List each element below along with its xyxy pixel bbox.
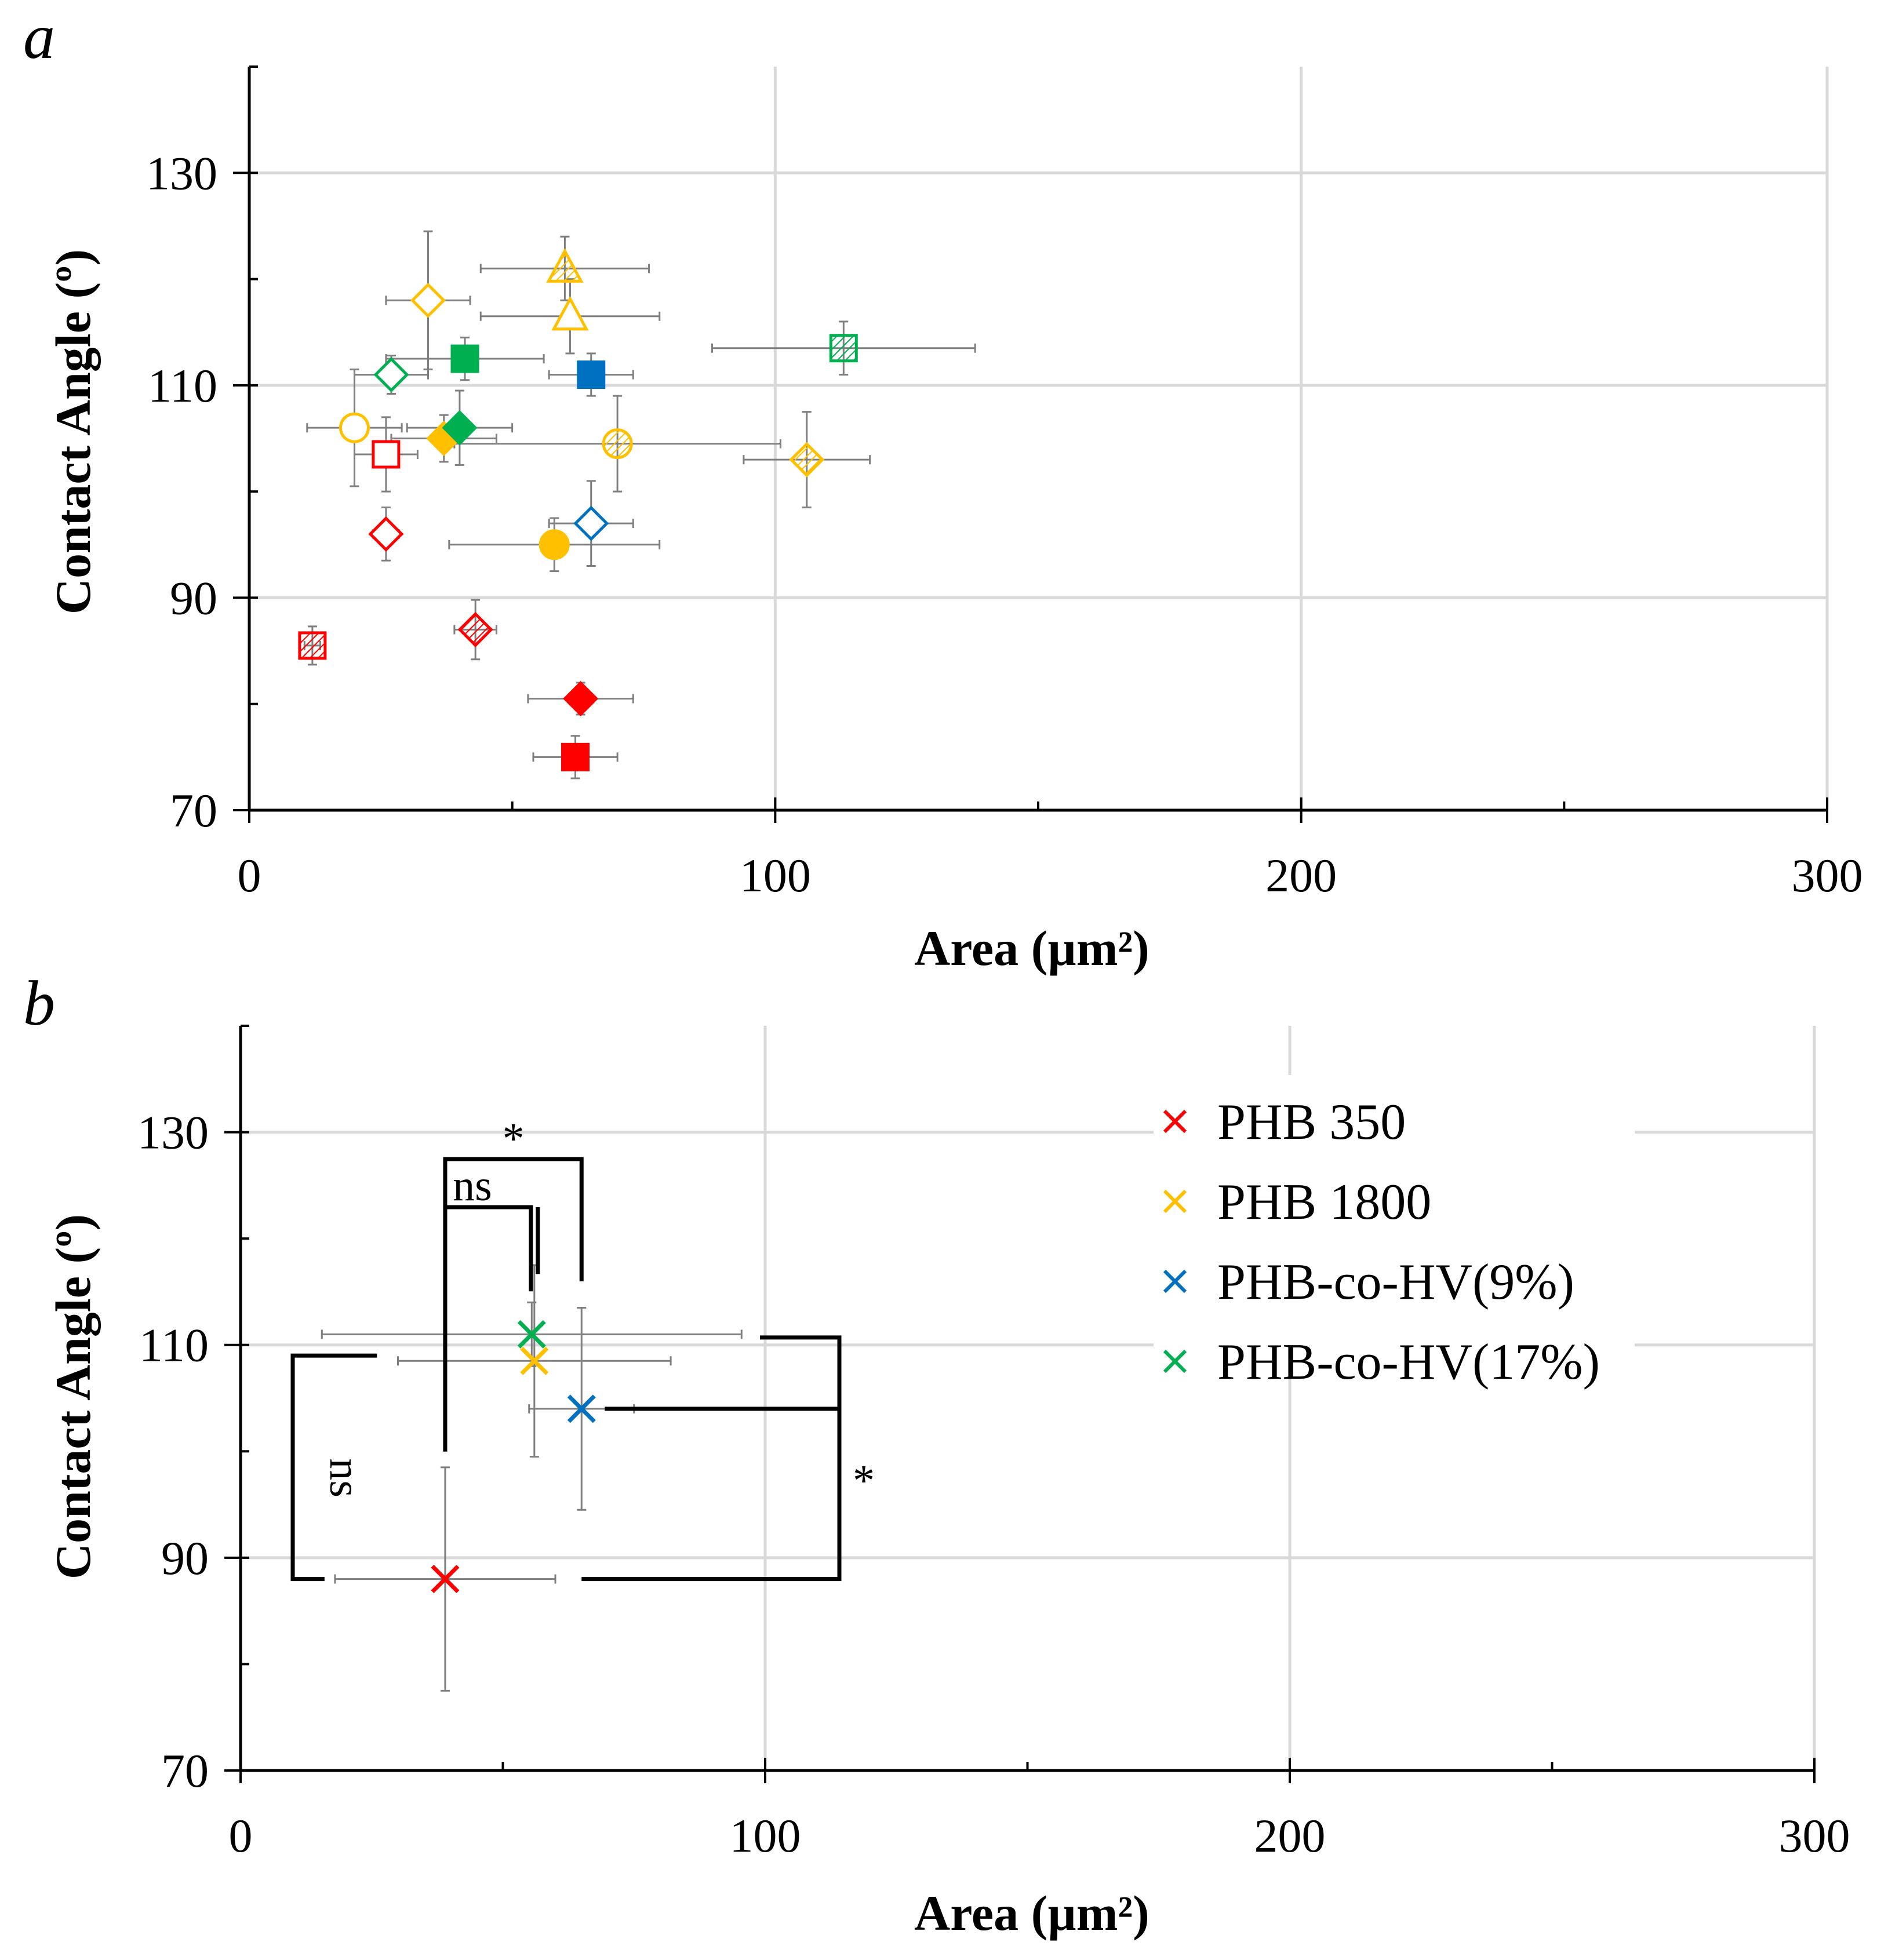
panel-a-point-diamond	[563, 681, 599, 717]
legend-marker	[1163, 1349, 1187, 1374]
panel-a-point-square	[577, 360, 606, 389]
legend-item: PHB 350	[1163, 1094, 1406, 1150]
legend-label: PHB 1800	[1217, 1174, 1431, 1230]
panel-a-point-circle	[539, 529, 570, 560]
panel-b-x-marker	[520, 1346, 549, 1375]
panel-a-x-tick-label: 200	[1265, 849, 1337, 902]
panel-a-point-circle	[602, 428, 633, 460]
panel-b-x-axis-label: Area (µm²)	[914, 1885, 1149, 1941]
panel-a-point-square	[298, 631, 327, 660]
panel-a-axes: 0 100 200 300 70 90 110 130	[146, 65, 1863, 902]
bracket-ns-top-label: ns	[453, 1161, 492, 1210]
panel-b-x-tick-label: 0	[229, 1809, 253, 1862]
panel-a-x-axis-label: Area (µm²)	[914, 920, 1149, 976]
legend-label: PHB-co-HV(9%)	[1217, 1254, 1574, 1310]
legend-item: PHB-co-HV(17%)	[1163, 1334, 1600, 1390]
panel-a-point-diamond	[573, 505, 609, 541]
panel-a-grid	[249, 67, 1829, 810]
panel-a-point-diamond	[373, 356, 409, 393]
panel-a-point-diamond	[457, 611, 493, 647]
panel-b-label: b	[23, 968, 55, 1039]
panel-b-x-marker	[567, 1394, 596, 1423]
panel-a-point-diamond	[410, 282, 446, 318]
panel-a-point-square	[561, 742, 590, 771]
panel-b-y-tick-label: 90	[161, 1532, 209, 1584]
legend-marker	[1163, 1109, 1187, 1134]
panel-a-point-square	[372, 440, 401, 469]
bracket-top-star-label: *	[503, 1114, 525, 1163]
panel-b-axes: 0 100 200 300 70 90 110 130	[137, 1025, 1850, 1862]
panel-a-point-diamond	[789, 442, 825, 478]
panel-a-y-tick-label: 130	[146, 147, 217, 199]
panel-b-x-tick-label: 300	[1779, 1809, 1850, 1862]
bracket-ns-left	[290, 1353, 377, 1582]
panel-a-x-tick-label: 0	[238, 849, 261, 902]
legend-item: PHB 1800	[1163, 1174, 1431, 1230]
panel-a-point-triangle	[546, 247, 584, 283]
bracket-ns-left-label: ns	[321, 1458, 369, 1498]
legend-marker	[1163, 1269, 1187, 1294]
panel-a-point-square	[829, 334, 858, 363]
panel-b-legend: PHB 350 PHB 1800 PHB-co-HV(9%) PHB-co-HV(17…	[1154, 1075, 1635, 1390]
bracket-star-right	[581, 1335, 842, 1582]
panel-a-point-square	[450, 344, 479, 373]
panel-b-points	[321, 1264, 743, 1692]
panel-a-y-tick-label: 110	[148, 359, 217, 412]
panel-b-y-tick-label: 110	[139, 1319, 209, 1372]
panel-a-x-tick-label: 300	[1792, 849, 1863, 902]
panel-a-point-diamond	[368, 516, 404, 552]
legend-label: PHB 350	[1217, 1094, 1406, 1150]
bracket-star-right-label: *	[853, 1456, 875, 1505]
panel-b-y-tick-label: 130	[137, 1106, 209, 1159]
panel-b-y-tick-label: 70	[161, 1744, 209, 1797]
panel-a: a 0 100 200 300 70 90 110 130 Area (µm²) Contac…	[23, 1, 1863, 976]
panel-a-y-tick-label: 90	[170, 571, 217, 624]
panel-a-y-tick-label: 70	[170, 784, 217, 837]
panel-a-label: a	[23, 1, 55, 72]
panel-a-x-tick-label: 100	[740, 849, 811, 902]
panel-b-x-tick-label: 200	[1254, 1809, 1326, 1862]
panel-a-y-axis-label: Contact Angle (º)	[45, 249, 101, 614]
panel-b-x-marker	[431, 1565, 460, 1594]
legend-label: PHB-co-HV(17%)	[1217, 1334, 1600, 1390]
panel-a-point-diamond	[442, 410, 478, 446]
panel-b-y-axis-label: Contact Angle (º)	[45, 1214, 101, 1579]
legend-marker	[1163, 1189, 1187, 1214]
panel-b-x-tick-label: 100	[730, 1809, 801, 1862]
legend-item: PHB-co-HV(9%)	[1163, 1254, 1574, 1310]
panel-a-point-triangle	[551, 296, 589, 331]
panel-a-point-circle	[339, 412, 370, 443]
panel-a-points	[298, 230, 976, 779]
panel-b-x-marker	[517, 1320, 546, 1349]
bracket-ns-top	[443, 1205, 533, 1452]
legend-background	[1154, 1075, 1635, 1371]
